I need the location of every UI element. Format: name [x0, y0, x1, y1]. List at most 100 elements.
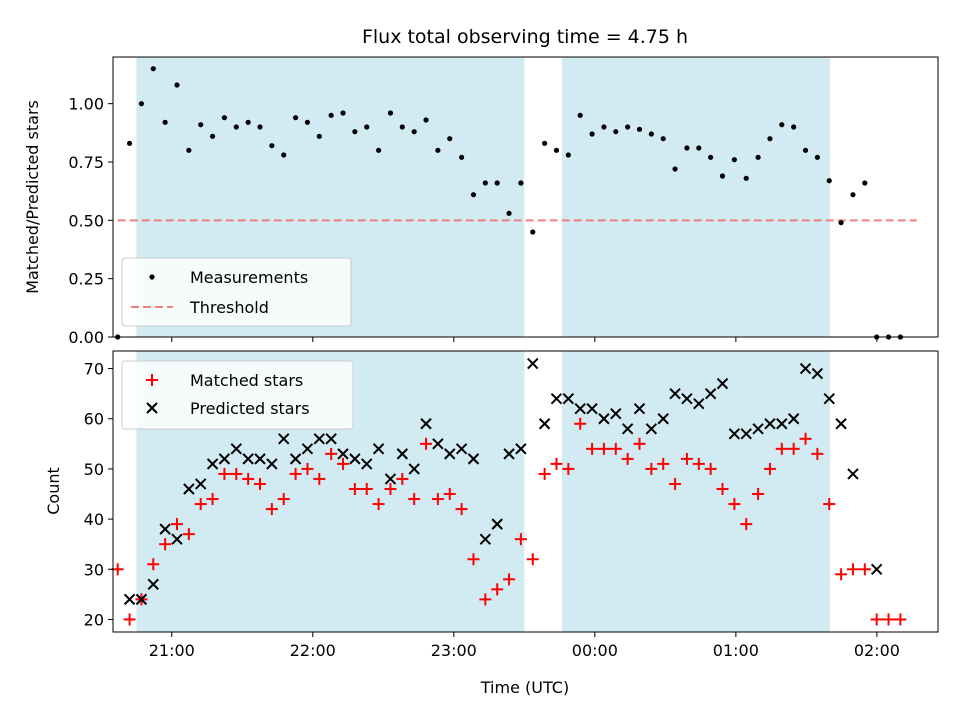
measurement-point [269, 143, 275, 149]
y-tick-label: 1.00 [68, 95, 104, 114]
predicted-star-point [325, 433, 337, 445]
measurement-point [660, 136, 666, 142]
matched-star-point [633, 437, 646, 450]
matched-star-point [372, 498, 385, 511]
measurement-point [304, 119, 311, 125]
measurement-point [553, 147, 560, 153]
matched-star-point [170, 518, 183, 531]
matched-star-point [763, 462, 776, 475]
matched-star-point [408, 493, 421, 506]
predicted-star-point [432, 438, 444, 450]
top-y-axis-label: Matched/Predicted stars [23, 100, 42, 294]
matched-star-point [609, 442, 622, 455]
predicted-star-point [313, 433, 326, 445]
measurement-point [126, 140, 133, 146]
matched-star-point [823, 498, 836, 511]
matched-star-point [277, 493, 290, 506]
matched-star-point [669, 477, 682, 490]
legend-label-measurements: Measurements [190, 268, 308, 287]
matched-star-point [799, 432, 812, 445]
predicted-star-point [159, 523, 171, 535]
predicted-star-point [562, 392, 575, 405]
measurement-point [245, 119, 251, 125]
measurement-point [364, 124, 370, 130]
measurement-point [743, 175, 749, 181]
predicted-star-point [515, 443, 527, 455]
predicted-star-point [337, 448, 349, 460]
predicted-star-point [218, 453, 231, 465]
legend-label-predicted: Predicted stars [190, 399, 310, 418]
matched-star-point [479, 593, 492, 606]
predicted-star-point [799, 362, 812, 375]
measurement-point [814, 154, 820, 160]
y-tick-label: 50 [84, 460, 104, 479]
y-tick-label: 0.50 [68, 211, 104, 230]
matched-star-point [467, 553, 480, 566]
matched-star-point [384, 482, 397, 495]
predicted-star-point [183, 483, 195, 495]
measurement-point [411, 129, 417, 135]
matched-star-point [811, 447, 824, 460]
predicted-star-point [503, 448, 515, 460]
measurement-point [292, 115, 299, 121]
predicted-star-point [408, 463, 420, 475]
predicted-star-point [847, 468, 859, 480]
matched-star-point [206, 493, 219, 506]
top-plot-frame [112, 56, 939, 338]
predicted-star-point [206, 458, 219, 470]
measurement-point [340, 110, 346, 116]
predicted-star-point [586, 402, 598, 415]
x-tick-label: 23:00 [431, 641, 477, 660]
matched-star-point [254, 477, 267, 490]
measurement-point [862, 180, 868, 186]
predicted-star-point [740, 428, 752, 440]
measurement-point [565, 152, 571, 158]
measurement-point [802, 147, 809, 153]
shaded-interval-2 [561, 57, 830, 337]
measurement-point [625, 124, 631, 130]
predicted-star-point [372, 443, 385, 455]
legend-marker-measurements [149, 274, 155, 280]
measurement-point [589, 131, 595, 137]
measurement-point [209, 133, 216, 139]
predicted-star-point [171, 533, 183, 545]
shaded-interval-2 [561, 351, 830, 632]
predicted-star-point [538, 418, 551, 430]
predicted-star-point [289, 453, 302, 465]
measurement-point [826, 178, 832, 184]
matched-star-point [230, 467, 243, 480]
top-panel: 0.00 0.25 0.50 0.75 1.00 Flux total observin… [23, 26, 939, 347]
predicted-star-point [610, 408, 622, 420]
matched-star-point [562, 462, 575, 475]
measurement-point [672, 166, 678, 172]
measurement-point [648, 131, 654, 137]
predicted-star-point [349, 453, 361, 465]
predicted-star-point [123, 593, 136, 606]
predicted-star-point [527, 357, 539, 370]
measurement-point [198, 122, 204, 128]
matched-star-point [716, 482, 729, 495]
predicted-star-point [823, 392, 835, 405]
matched-star-point [597, 442, 610, 455]
y-tick-label: 0.00 [68, 328, 104, 347]
measurement-point [459, 154, 465, 160]
matched-star-point [242, 472, 255, 485]
measurement-point [316, 133, 322, 139]
measurement-point [542, 140, 548, 146]
legend-label-threshold: Threshold [189, 298, 269, 317]
measurement-point [767, 136, 773, 142]
measurement-point [755, 154, 761, 160]
matched-star-point [301, 462, 314, 475]
matched-star-point [348, 482, 361, 495]
x-tick-label: 00:00 [572, 641, 618, 660]
matched-star-point [846, 563, 859, 576]
chart-title: Flux total observing time = 4.75 h [362, 26, 688, 48]
measurement-point [150, 66, 156, 72]
predicted-star-point [835, 418, 847, 430]
measurement-point [221, 115, 228, 121]
measurement-point [708, 154, 714, 160]
measurement-point [731, 157, 737, 163]
predicted-star-point [455, 443, 468, 455]
matched-star-point [431, 493, 444, 506]
